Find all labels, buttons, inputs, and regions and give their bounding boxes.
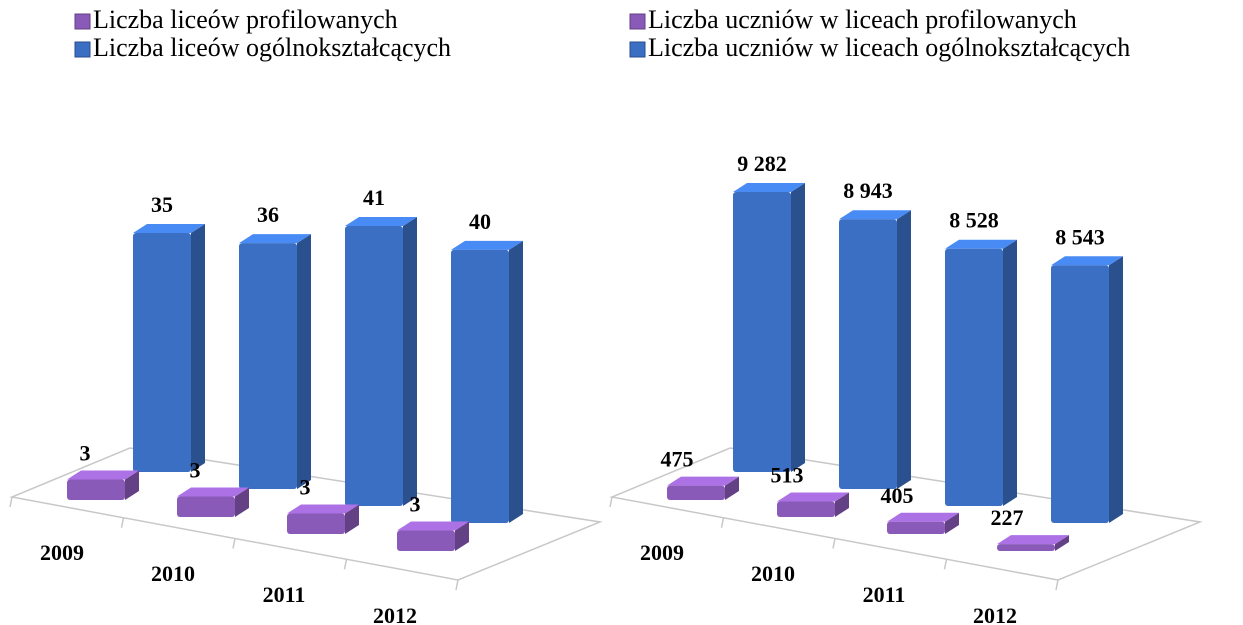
bar-side xyxy=(725,476,739,500)
data-label: 513 xyxy=(771,463,804,488)
bar-top xyxy=(345,217,417,226)
x-tick-label: 2012 xyxy=(373,603,417,625)
x-tick-label: 2010 xyxy=(751,561,795,586)
bar-side xyxy=(455,521,469,551)
floor-tick xyxy=(455,579,459,591)
x-tick-label: 2009 xyxy=(40,540,84,565)
bar xyxy=(667,485,725,500)
floor-tick xyxy=(232,538,236,549)
bar xyxy=(133,232,191,472)
legend-swatch xyxy=(74,13,91,30)
bar xyxy=(997,544,1055,551)
data-label: 227 xyxy=(991,505,1024,530)
bar-top xyxy=(177,487,249,497)
bar-side xyxy=(835,492,849,517)
bar-side xyxy=(1055,535,1069,551)
bar-top xyxy=(67,470,139,480)
bar xyxy=(945,248,1003,506)
bar xyxy=(839,219,897,489)
floor-tick xyxy=(9,496,13,508)
bar-side xyxy=(297,234,311,489)
bar-top xyxy=(239,234,311,244)
bar xyxy=(1051,265,1109,523)
bar-top xyxy=(997,535,1069,545)
bar-top xyxy=(887,512,959,522)
data-label: 8 943 xyxy=(843,178,893,203)
legend-label: Liczba liceów ogólnokształcących xyxy=(93,33,451,62)
bar-side xyxy=(509,240,523,523)
bar-side xyxy=(345,504,359,534)
bar xyxy=(67,479,125,500)
data-label: 8 528 xyxy=(949,208,999,233)
floor-tick xyxy=(720,517,725,528)
bar-top xyxy=(287,504,359,514)
bar xyxy=(887,521,945,534)
floor-tick xyxy=(609,496,613,508)
legend-swatch xyxy=(74,41,91,58)
bar xyxy=(733,192,791,472)
bar xyxy=(287,513,345,534)
legend-label: Liczba liceów profilowanych xyxy=(93,5,398,34)
floor xyxy=(9,447,603,581)
bar-top xyxy=(1051,256,1123,266)
data-label: 35 xyxy=(151,192,173,217)
bar xyxy=(451,249,509,523)
bar-top xyxy=(667,476,739,486)
bar-top xyxy=(133,223,205,233)
data-label: 475 xyxy=(661,447,694,472)
floor-tick xyxy=(1055,579,1059,591)
x-tick-label: 2009 xyxy=(640,540,684,565)
bar-side xyxy=(1109,256,1123,523)
bar-side xyxy=(403,217,417,506)
bar-top xyxy=(397,521,469,531)
bar-side xyxy=(897,210,911,489)
floor-tick xyxy=(943,559,948,570)
bar-side xyxy=(945,512,959,534)
bar xyxy=(177,496,235,517)
data-label: 3 xyxy=(410,492,421,517)
data-label: 36 xyxy=(257,202,279,227)
data-label: 3 xyxy=(300,475,311,500)
legend-swatch xyxy=(629,41,646,58)
floor-tick xyxy=(120,517,125,528)
bar-top xyxy=(733,183,805,192)
bar xyxy=(239,243,297,489)
bar-top xyxy=(451,240,523,250)
data-label: 40 xyxy=(469,209,491,234)
bar-side xyxy=(235,487,249,517)
data-label: 9 282 xyxy=(737,151,787,176)
x-tick-label: 2012 xyxy=(973,603,1017,625)
legend-label: Liczba uczniów w liceach profilowanych xyxy=(648,5,1077,34)
data-label: 8 543 xyxy=(1055,224,1105,249)
bar-top xyxy=(839,210,911,220)
floor-tick xyxy=(832,538,836,549)
data-label: 41 xyxy=(363,185,385,210)
bar-top xyxy=(777,492,849,502)
data-label: 3 xyxy=(190,458,201,483)
bar xyxy=(345,226,403,506)
floor-tick xyxy=(343,559,348,570)
bar-side xyxy=(1003,239,1017,506)
bar-top xyxy=(945,239,1017,249)
bar-side xyxy=(191,223,205,472)
x-tick-label: 2011 xyxy=(263,582,306,607)
floor xyxy=(609,447,1203,581)
bar xyxy=(777,501,835,517)
legend-label: Liczba uczniów w liceach ogólnokształcąc… xyxy=(648,33,1130,62)
legend-swatch xyxy=(629,13,646,30)
bar-side xyxy=(125,470,139,500)
x-tick-label: 2010 xyxy=(151,561,195,586)
data-label: 3 xyxy=(80,441,91,466)
data-label: 405 xyxy=(881,483,914,508)
x-tick-label: 2011 xyxy=(863,582,906,607)
bar xyxy=(397,530,455,551)
bar-side xyxy=(791,183,805,472)
